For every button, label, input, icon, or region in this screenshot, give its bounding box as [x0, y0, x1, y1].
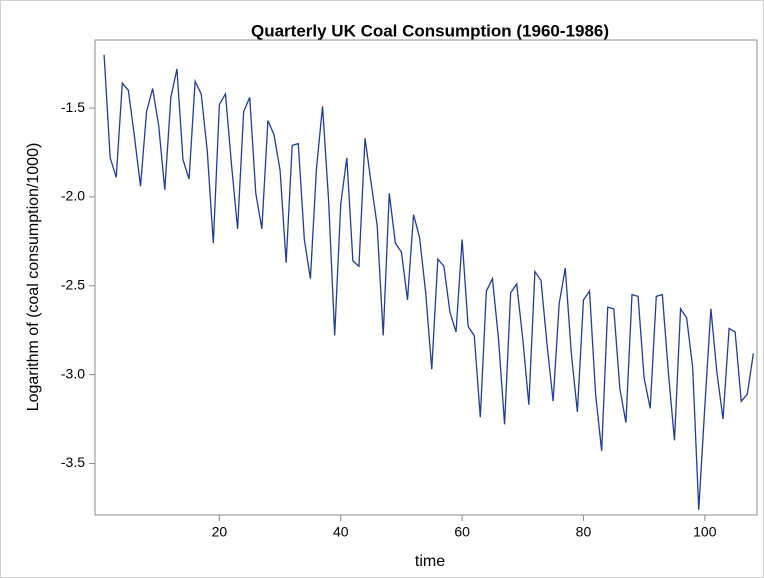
- y-tick-label: -2.0: [61, 188, 85, 204]
- data-line: [103, 54, 755, 510]
- x-axis-label: time: [415, 553, 445, 570]
- y-tick-label: -3.5: [61, 454, 85, 470]
- plot-frame: [94, 39, 758, 516]
- y-tick-label: -1.5: [61, 99, 85, 115]
- x-tick-label: 60: [454, 524, 470, 540]
- x-tick-label: 40: [333, 524, 349, 540]
- x-tick-label: 80: [576, 524, 592, 540]
- y-tick-label: -2.5: [61, 276, 85, 292]
- y-tick-label: -3.0: [61, 365, 85, 381]
- x-tick-label: 100: [693, 524, 717, 540]
- x-tick-label: 20: [212, 524, 228, 540]
- chart-title: Quarterly UK Coal Consumption (1960-1986…: [251, 21, 609, 40]
- y-axis-label: Logarithm of (coal consumption/1000): [25, 143, 42, 412]
